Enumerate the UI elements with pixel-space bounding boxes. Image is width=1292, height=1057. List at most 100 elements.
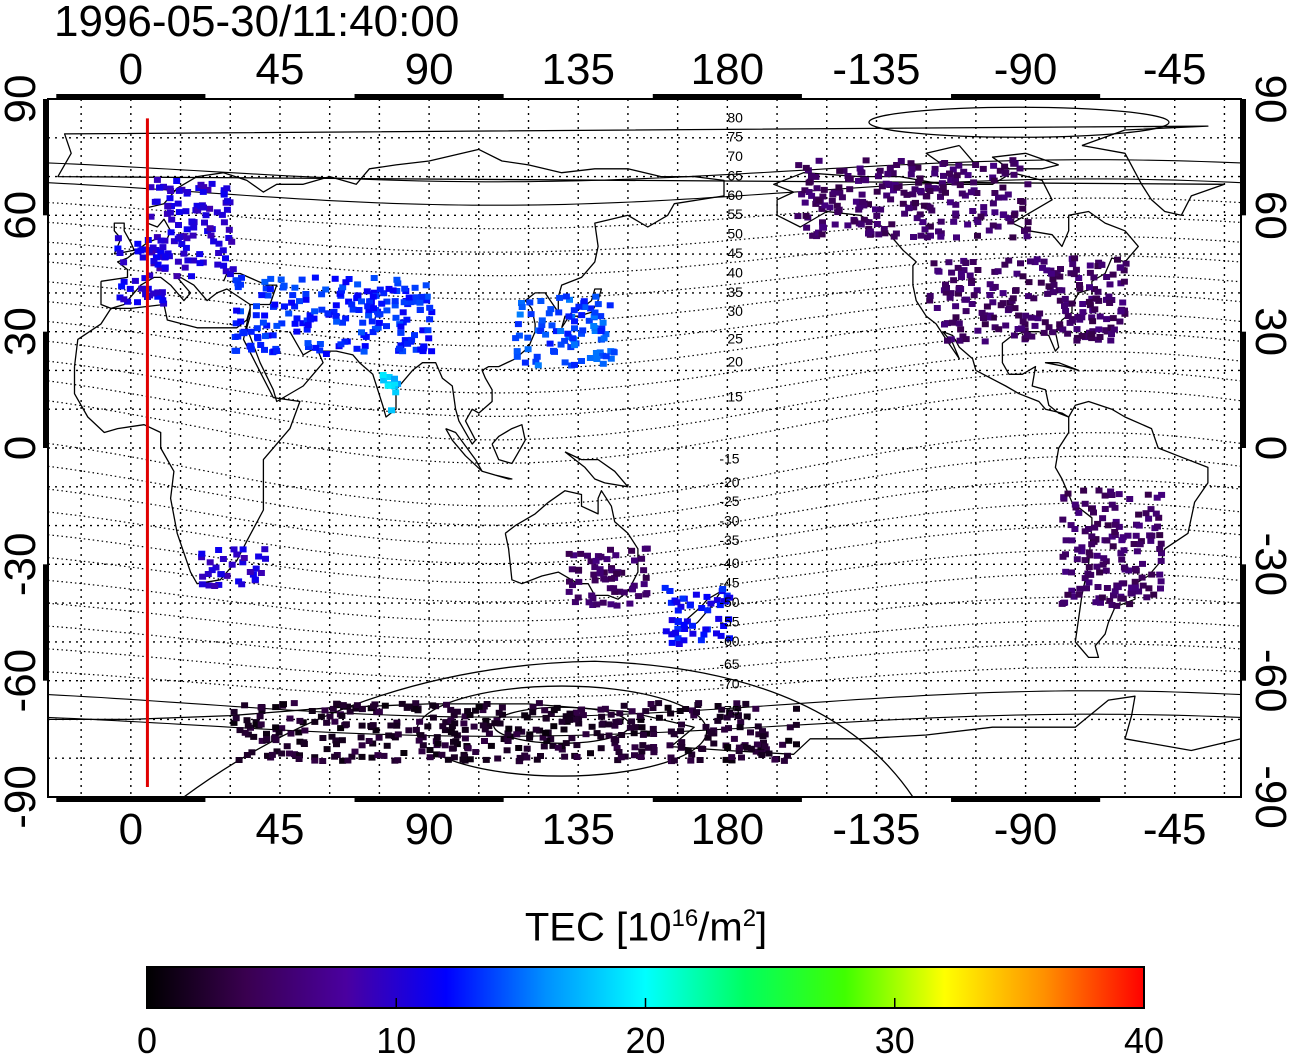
tec-cell xyxy=(606,302,614,309)
tec-cell xyxy=(215,250,223,256)
tec-cell xyxy=(1019,318,1027,325)
tec-cell xyxy=(599,319,607,326)
tec-cell xyxy=(752,748,760,755)
tec-cell xyxy=(167,188,175,194)
tec-cell xyxy=(1102,558,1110,565)
tec-cell xyxy=(1154,523,1161,530)
tec-cell xyxy=(765,750,773,757)
tec-cell xyxy=(232,277,240,284)
tec-cell xyxy=(1126,601,1134,608)
tec-cell xyxy=(157,248,165,255)
tec-cell xyxy=(952,175,959,182)
tec-cell xyxy=(695,700,703,707)
tec-cell xyxy=(1118,537,1126,544)
tec-cell xyxy=(1157,578,1165,585)
tec-cell xyxy=(195,185,203,192)
tec-cell xyxy=(611,722,619,729)
tec-cell xyxy=(969,259,977,265)
tec-cell xyxy=(261,312,269,319)
tec-cell xyxy=(387,722,395,729)
tec-cell xyxy=(166,195,174,202)
tec-cell xyxy=(1018,325,1026,332)
tec-cell xyxy=(239,559,247,566)
longitude-tick-label: 45 xyxy=(255,805,304,854)
colorbar-title-text: TEC [10 xyxy=(524,905,672,950)
colorbar-title-unit-exponent: 2 xyxy=(742,905,757,932)
tec-cell xyxy=(575,720,583,727)
tec-cell xyxy=(950,277,958,284)
tec-cell xyxy=(946,294,954,301)
tec-cell xyxy=(597,328,605,335)
tec-cell xyxy=(542,715,550,722)
tec-cell xyxy=(612,737,620,744)
contour-label: 45 xyxy=(727,245,743,261)
tec-cell xyxy=(809,232,817,239)
tec-cell xyxy=(738,754,745,761)
longitude-tick-label: -90 xyxy=(994,45,1058,94)
tec-cell xyxy=(890,233,898,240)
tec-cell xyxy=(892,230,900,237)
tec-cell xyxy=(515,332,523,339)
tec-cell xyxy=(326,713,334,720)
tec-cell xyxy=(579,712,587,719)
tec-cell xyxy=(673,599,681,606)
tec-cell xyxy=(541,707,549,714)
tec-cell xyxy=(1009,234,1017,241)
tec-cell xyxy=(150,258,158,264)
tec-cell xyxy=(1010,332,1018,339)
tec-cell xyxy=(281,303,288,310)
tec-cell xyxy=(1094,263,1102,270)
tec-cell xyxy=(166,209,174,216)
tec-cell xyxy=(394,757,402,764)
tec-cell xyxy=(236,727,244,734)
tec-cell xyxy=(569,582,576,589)
tec-cell xyxy=(188,218,196,225)
tec-cell xyxy=(1072,266,1080,273)
tec-cell xyxy=(1040,258,1048,265)
tec-cell xyxy=(981,321,989,328)
tec-cell xyxy=(379,372,387,378)
tec-cell xyxy=(210,238,218,245)
tec-cell xyxy=(1064,591,1072,598)
tec-cell xyxy=(1071,501,1079,508)
tec-cell xyxy=(1062,537,1070,544)
tec-cell xyxy=(972,162,980,168)
tec-cell xyxy=(677,603,685,610)
top-longitude-ticks: 0 45 90 135 180 -135 -90 -45 xyxy=(119,45,1207,94)
tec-cell xyxy=(680,621,688,628)
tec-cell xyxy=(616,588,624,595)
tec-cell xyxy=(736,724,744,731)
tec-cell xyxy=(1088,314,1096,321)
tec-cell xyxy=(919,219,927,226)
tec-cell xyxy=(538,322,546,328)
tec-cell xyxy=(215,240,223,247)
tec-cell xyxy=(1085,579,1093,586)
tec-cell xyxy=(1002,169,1010,176)
tec-cell xyxy=(369,293,377,300)
tec-cell xyxy=(308,708,316,714)
tec-cell xyxy=(411,705,419,712)
tec-cell xyxy=(403,704,411,711)
tec-cell xyxy=(1114,584,1122,591)
tec-cell xyxy=(375,708,383,715)
tec-cell xyxy=(681,626,689,632)
tec-cell xyxy=(248,749,256,756)
tec-cell xyxy=(561,337,569,344)
tec-cell xyxy=(222,268,230,275)
frame-bar-bottom xyxy=(354,797,504,802)
contour-label: 35 xyxy=(727,284,743,300)
tec-cell xyxy=(916,175,924,182)
tec-cell xyxy=(1093,552,1101,559)
tec-cell xyxy=(220,191,228,198)
tec-cell xyxy=(980,315,987,321)
tec-cell xyxy=(1109,315,1117,322)
longitude-tick-label: -45 xyxy=(1143,45,1207,94)
tec-cell xyxy=(366,298,374,305)
tec-cell xyxy=(702,626,710,633)
tec-cell xyxy=(962,336,970,343)
tec-cell xyxy=(328,733,336,740)
tec-cell xyxy=(238,581,246,588)
tec-cell xyxy=(392,389,400,396)
tec-cell xyxy=(577,550,585,557)
tec-cell xyxy=(228,561,236,568)
